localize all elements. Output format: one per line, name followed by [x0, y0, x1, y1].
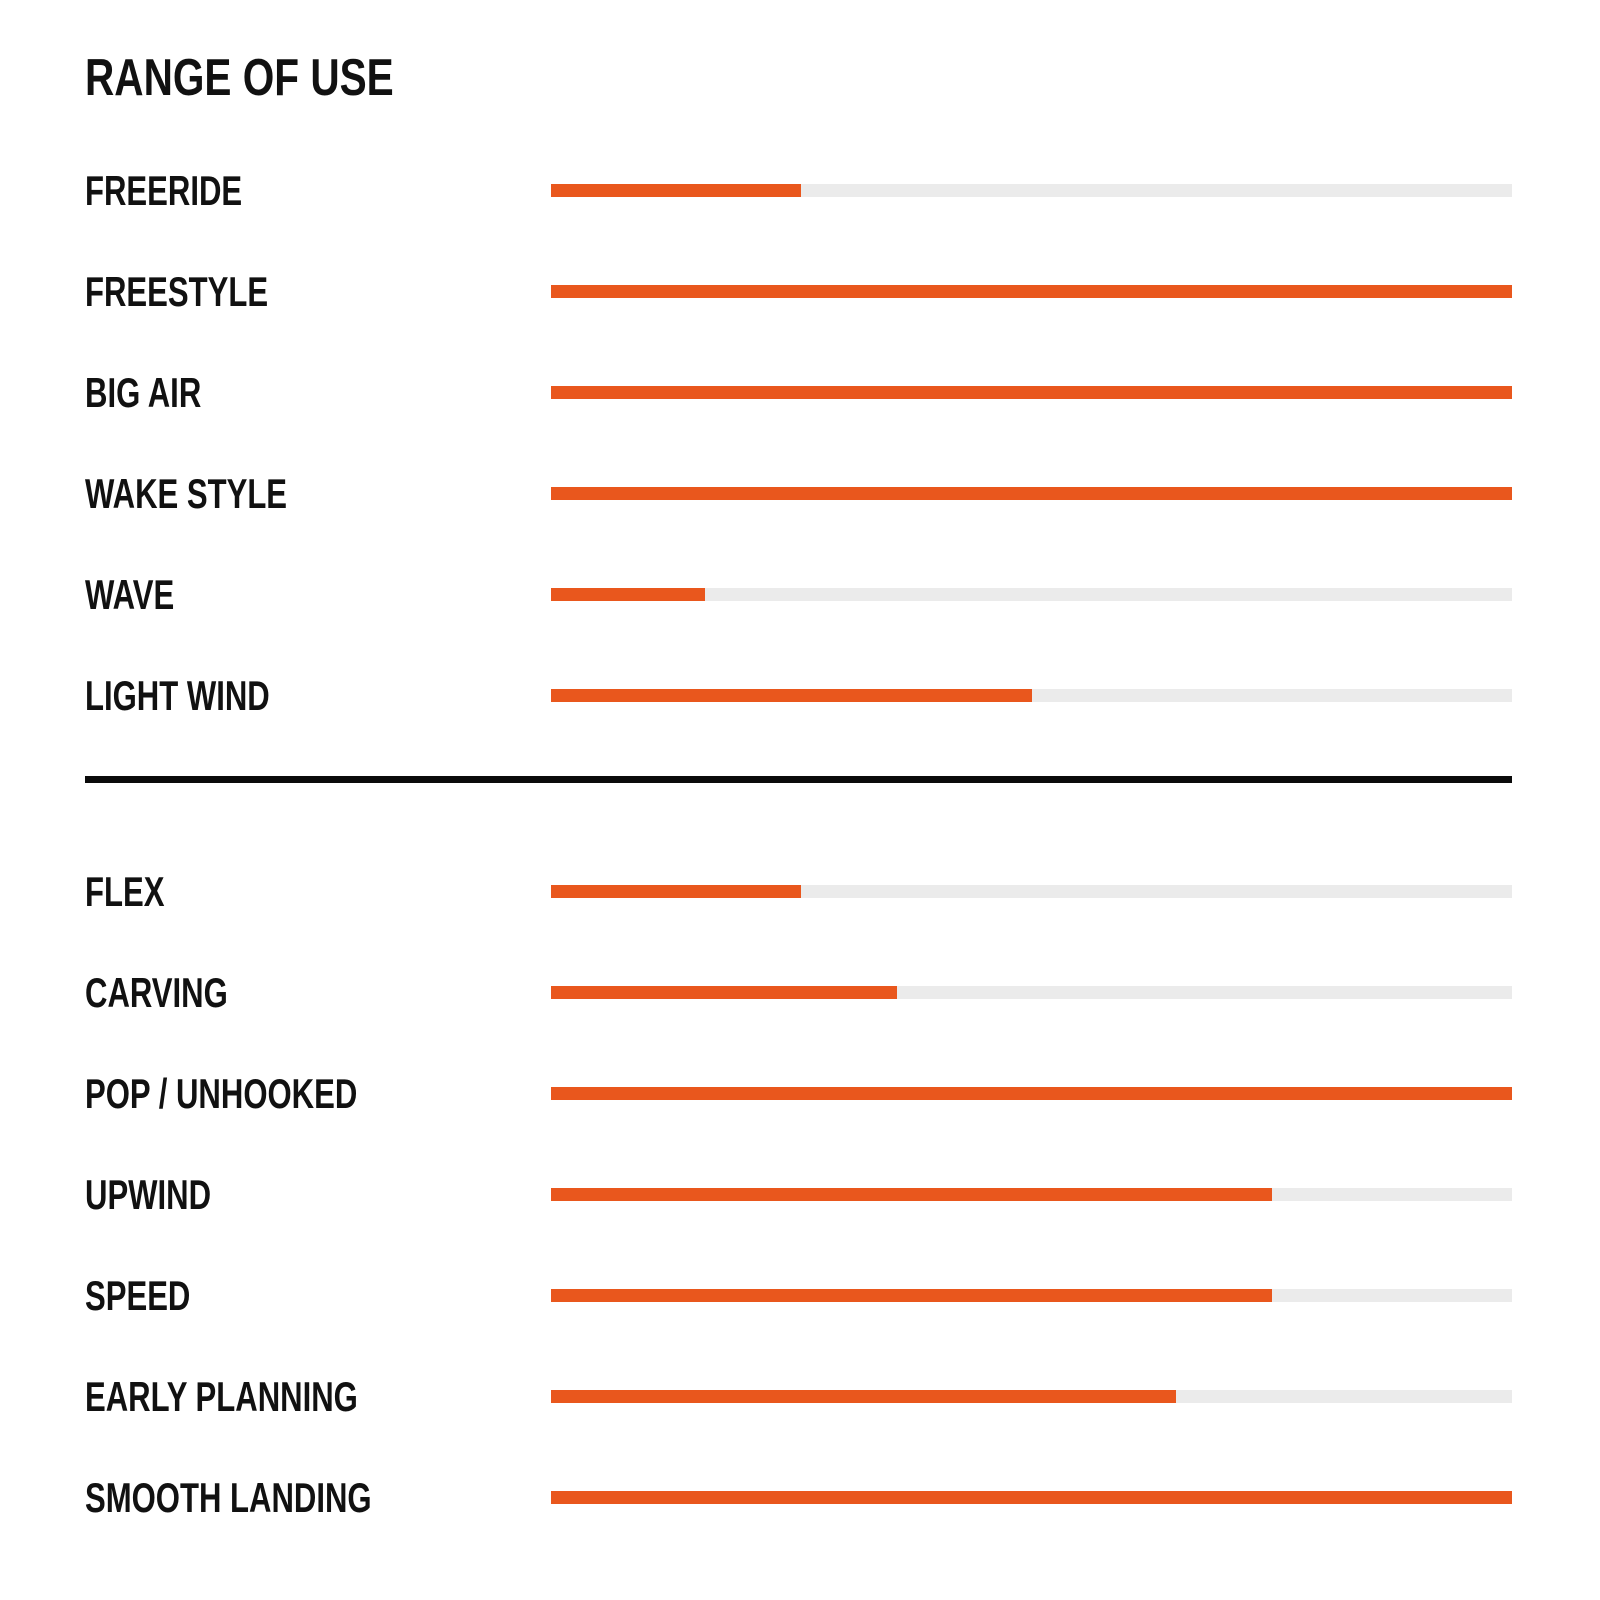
bar-track — [551, 487, 1512, 500]
row-label: FREERIDE — [85, 166, 243, 214]
bar-fill — [551, 487, 1512, 500]
bar-fill — [551, 1289, 1272, 1302]
bar-track — [551, 986, 1512, 999]
bar-track — [551, 1289, 1512, 1302]
row-label: FREESTYLE — [85, 267, 269, 315]
bar-track — [551, 184, 1512, 197]
bar-track — [551, 885, 1512, 898]
bar-fill — [551, 986, 897, 999]
bar-track — [551, 285, 1512, 298]
bar-fill — [551, 1390, 1176, 1403]
row-label: LIGHT WIND — [85, 671, 270, 719]
chart-row: FLEX — [85, 841, 1512, 942]
row-label: POP / UNHOOKED — [85, 1069, 358, 1117]
chart-row: UPWIND — [85, 1144, 1512, 1245]
bar-fill — [551, 184, 801, 197]
chart-row: POP / UNHOOKED — [85, 1043, 1512, 1144]
riding-style-rows: FREERIDE FREESTYLE BIG AIR WAKE STYLE WA… — [85, 140, 1512, 746]
bar-track — [551, 1087, 1512, 1100]
row-label: SMOOTH LANDING — [85, 1473, 372, 1521]
bar-fill — [551, 1491, 1512, 1504]
bar-track — [551, 1188, 1512, 1201]
bar-fill — [551, 1087, 1512, 1100]
range-of-use-chart: RANGE OF USE FREERIDE FREESTYLE BIG AIR … — [85, 49, 1512, 1548]
section-divider — [85, 776, 1512, 783]
chart-row: WAKE STYLE — [85, 443, 1512, 544]
bar-track — [551, 1390, 1512, 1403]
row-label: SPEED — [85, 1271, 191, 1319]
row-label: EARLY PLANNING — [85, 1372, 358, 1420]
bar-fill — [551, 588, 705, 601]
row-label: UPWIND — [85, 1170, 212, 1218]
row-label: WAKE STYLE — [85, 469, 288, 517]
row-label: FLEX — [85, 867, 165, 915]
bar-fill — [551, 1188, 1272, 1201]
row-label: WAVE — [85, 570, 175, 618]
bar-track — [551, 689, 1512, 702]
chart-row: EARLY PLANNING — [85, 1346, 1512, 1447]
chart-row: FREERIDE — [85, 140, 1512, 241]
chart-row: FREESTYLE — [85, 241, 1512, 342]
chart-row: CARVING — [85, 942, 1512, 1043]
bar-track — [551, 386, 1512, 399]
row-label: BIG AIR — [85, 368, 202, 416]
page-title: RANGE OF USE — [85, 49, 394, 107]
chart-row: WAVE — [85, 544, 1512, 645]
row-label: CARVING — [85, 968, 228, 1016]
bar-track — [551, 1491, 1512, 1504]
chart-row: SPEED — [85, 1245, 1512, 1346]
bar-fill — [551, 386, 1512, 399]
chart-row: BIG AIR — [85, 342, 1512, 443]
bar-fill — [551, 689, 1032, 702]
bar-track — [551, 588, 1512, 601]
chart-row: LIGHT WIND — [85, 645, 1512, 746]
bar-fill — [551, 285, 1512, 298]
board-characteristic-rows: FLEX CARVING POP / UNHOOKED UPWIND SPEED… — [85, 841, 1512, 1548]
chart-row: SMOOTH LANDING — [85, 1447, 1512, 1548]
bar-fill — [551, 885, 801, 898]
